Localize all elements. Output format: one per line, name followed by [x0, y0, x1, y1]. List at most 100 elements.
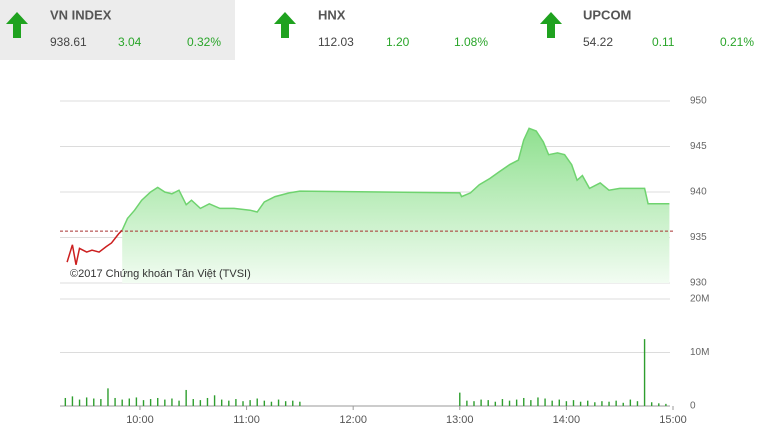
y-tick-label: 935 — [690, 232, 707, 243]
index-name: UPCOM — [583, 7, 631, 22]
volume-bar — [220, 399, 223, 406]
volume-bar — [249, 400, 251, 406]
volume-bar — [487, 400, 489, 406]
volume-bar — [558, 399, 560, 406]
x-tick-label: 14:00 — [553, 414, 581, 426]
volume-bar — [615, 400, 617, 406]
volume-bar — [107, 388, 109, 406]
y-tick-label: 940 — [690, 187, 707, 198]
volume-bar — [459, 392, 461, 406]
up-arrow — [6, 12, 28, 38]
y-tick-label: 930 — [690, 278, 707, 289]
volume-bar — [235, 399, 237, 406]
volume-bar — [192, 399, 194, 406]
volume-bar — [242, 401, 244, 406]
y-tick-label: 950 — [690, 96, 707, 107]
volume-bar — [263, 400, 266, 406]
volume-bar — [594, 402, 596, 406]
volume-bar — [480, 399, 482, 406]
index-tab[interactable]: UPCOM 54.22 0.11 0.21% — [540, 7, 754, 49]
area-fill — [122, 128, 670, 283]
volume-bar — [85, 397, 88, 406]
volume-bar — [629, 399, 632, 406]
watermark: ©2017 Chứng khoán Tân Việt (TVSI) — [70, 268, 251, 280]
up-arrow — [274, 12, 296, 38]
volume-bar — [78, 399, 81, 406]
volume-bar — [508, 400, 511, 406]
volume-bar — [93, 398, 95, 406]
volume-bar — [643, 339, 646, 406]
index-tab[interactable]: HNX 112.03 1.20 1.08% — [274, 7, 488, 49]
volume-bar — [114, 397, 116, 406]
x-tick-label: 13:00 — [446, 414, 474, 426]
volume-bar — [228, 400, 230, 406]
active-tab — [0, 0, 235, 60]
index-tab[interactable]: VN INDEX 938.61 3.04 0.32% — [6, 7, 221, 49]
volume-bar — [71, 396, 74, 406]
volume-bar — [494, 401, 497, 406]
volume-bar — [299, 401, 301, 406]
volume-bar — [466, 400, 468, 406]
volume-bar — [473, 401, 475, 406]
volume-bar — [636, 401, 639, 406]
index-change: 1.20 — [386, 35, 410, 49]
volume-bar — [658, 403, 660, 406]
index-percent: 1.08% — [454, 35, 488, 49]
volume-bar — [149, 399, 152, 406]
volume-bar — [142, 400, 145, 406]
volume-bar — [128, 398, 130, 406]
y-tick-label: 20M — [690, 294, 709, 305]
volume-bar — [292, 400, 294, 406]
volume-bar — [537, 397, 539, 406]
index-name: VN INDEX — [50, 7, 112, 22]
index-value: 938.61 — [50, 35, 87, 49]
price-line — [121, 127, 670, 231]
volume-bar — [544, 398, 546, 406]
index-change: 0.11 — [652, 35, 675, 49]
volume-bar — [579, 401, 582, 406]
volume-bar — [64, 397, 67, 406]
volume-bar — [565, 401, 568, 406]
volume-bar — [572, 400, 575, 406]
volume-bar — [650, 402, 653, 406]
y-tick-label: 10M — [690, 347, 709, 358]
volume-bar — [523, 397, 525, 406]
index-percent: 0.32% — [187, 35, 221, 49]
volume-bar — [135, 397, 138, 406]
index-percent: 0.21% — [720, 35, 754, 49]
volume-bar — [515, 399, 518, 406]
volume-bar — [171, 398, 173, 406]
volume-bar — [199, 400, 202, 406]
volume-bar — [551, 400, 553, 406]
volume-bar — [121, 399, 123, 406]
volume-bar — [601, 401, 603, 406]
volume-bar — [665, 403, 667, 406]
volume-bar — [501, 399, 504, 406]
volume-bar — [164, 399, 166, 406]
index-value: 112.03 — [318, 35, 354, 49]
y-tick-label: 0 — [690, 401, 696, 412]
volume-bar — [157, 397, 159, 406]
volume-bar — [178, 400, 180, 406]
volume-bar — [284, 401, 287, 406]
volume-bar — [587, 400, 589, 406]
index-name: HNX — [318, 7, 346, 22]
volume-bar — [185, 389, 187, 406]
x-tick-label: 11:00 — [233, 414, 260, 426]
index-change: 3.04 — [118, 35, 142, 49]
index-value: 54.22 — [583, 35, 613, 49]
x-tick-label: 10:00 — [126, 414, 154, 426]
x-tick-label: 12:00 — [339, 414, 367, 426]
volume-bar — [100, 399, 102, 406]
volume-bar — [256, 398, 258, 406]
volume-bar — [270, 401, 273, 406]
up-arrow — [540, 12, 562, 38]
volume-bar — [206, 397, 209, 406]
x-tick-label: 15:00 — [659, 414, 687, 426]
price-line — [66, 229, 123, 265]
volume-bar — [530, 400, 532, 406]
volume-bar — [608, 401, 610, 406]
volume-bar — [622, 402, 624, 406]
volume-bar — [213, 395, 216, 406]
